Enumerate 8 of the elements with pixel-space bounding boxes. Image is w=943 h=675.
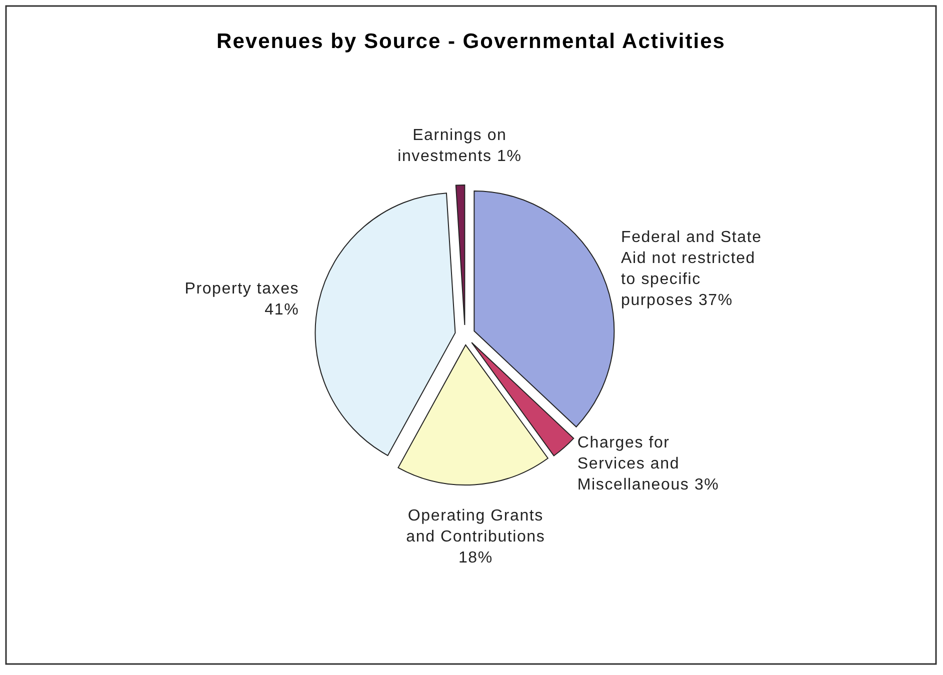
chart-title: Revenues by Source - Governmental Activities xyxy=(216,30,726,53)
slice-label: Property taxes xyxy=(184,280,300,298)
slice-label: Earnings on investments 1% xyxy=(398,127,522,166)
slice-label: Federal and State Aid not restricted to specific purposes 37% xyxy=(621,228,762,309)
slice-label: Charges for Services and Miscellaneous 3% xyxy=(577,434,720,494)
data-label: 18% xyxy=(458,550,493,567)
slice-label: Operating Grants and Contributions xyxy=(406,508,546,546)
data-label: 41% xyxy=(264,301,300,318)
